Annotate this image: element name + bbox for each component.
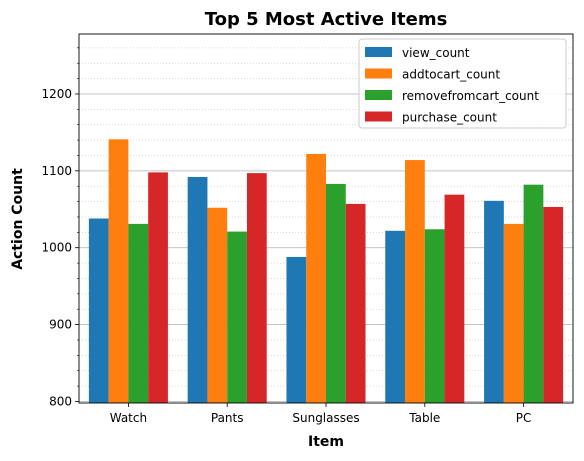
legend-box bbox=[358, 38, 567, 129]
legend-swatch bbox=[365, 90, 392, 100]
y-tick-label: 1000 bbox=[41, 241, 72, 255]
bar-view-count bbox=[187, 176, 208, 403]
y-tick-label: 1200 bbox=[41, 87, 72, 101]
bars-layer bbox=[88, 139, 564, 403]
legend-swatch bbox=[365, 68, 392, 79]
legend-swatch bbox=[365, 47, 392, 57]
bar-purchase-count bbox=[543, 206, 564, 403]
bar-view-count bbox=[286, 256, 307, 403]
bar-purchase-count bbox=[246, 173, 267, 403]
axes-layer: Watch Pants Sunglasses Table PC 800 900 1000 110… bbox=[41, 33, 574, 425]
x-axis-label: Item bbox=[308, 434, 344, 450]
x-tick-label: PC bbox=[516, 411, 532, 425]
bar-addtocart-count bbox=[405, 160, 425, 403]
bar-removefromcart-count bbox=[523, 184, 544, 403]
bar-view-count bbox=[385, 230, 406, 403]
bar-addtocart-count bbox=[503, 223, 524, 403]
x-tick-label: Sunglasses bbox=[292, 411, 359, 425]
bar-purchase-count bbox=[148, 172, 168, 403]
legend-swatch bbox=[365, 111, 392, 122]
x-tick-label: Watch bbox=[110, 411, 147, 425]
chart-title: Top 5 Most Active Items bbox=[205, 9, 448, 30]
bar-removefromcart-count bbox=[424, 229, 445, 403]
bar-purchase-count bbox=[444, 194, 465, 403]
bar-removefromcart-count bbox=[326, 183, 346, 403]
legend-label: purchase_count bbox=[402, 111, 497, 125]
plot-frame bbox=[78, 33, 574, 404]
bar-addtocart-count bbox=[306, 153, 326, 403]
bar-removefromcart-count bbox=[128, 223, 149, 403]
bar-view-count bbox=[88, 218, 109, 403]
bar-removefromcart-count bbox=[227, 231, 247, 403]
legend: view_count addtocart_count removefromcart_… bbox=[358, 38, 567, 129]
legend-label: addtocart_count bbox=[402, 68, 500, 82]
bar-view-count bbox=[484, 200, 504, 403]
bar-addtocart-count bbox=[207, 207, 228, 403]
y-axis-label: Action Count bbox=[10, 168, 26, 270]
y-tick-label: 800 bbox=[49, 394, 72, 408]
y-tick-label: 1100 bbox=[41, 164, 72, 178]
bar-addtocart-count bbox=[108, 139, 129, 403]
x-tick-label: Table bbox=[408, 411, 440, 425]
bar-purchase-count bbox=[345, 203, 366, 403]
legend-label: view_count bbox=[402, 46, 470, 60]
x-tick-label: Pants bbox=[211, 411, 244, 425]
y-tick-label: 900 bbox=[49, 318, 72, 332]
legend-label: removefromcart_count bbox=[402, 89, 539, 103]
